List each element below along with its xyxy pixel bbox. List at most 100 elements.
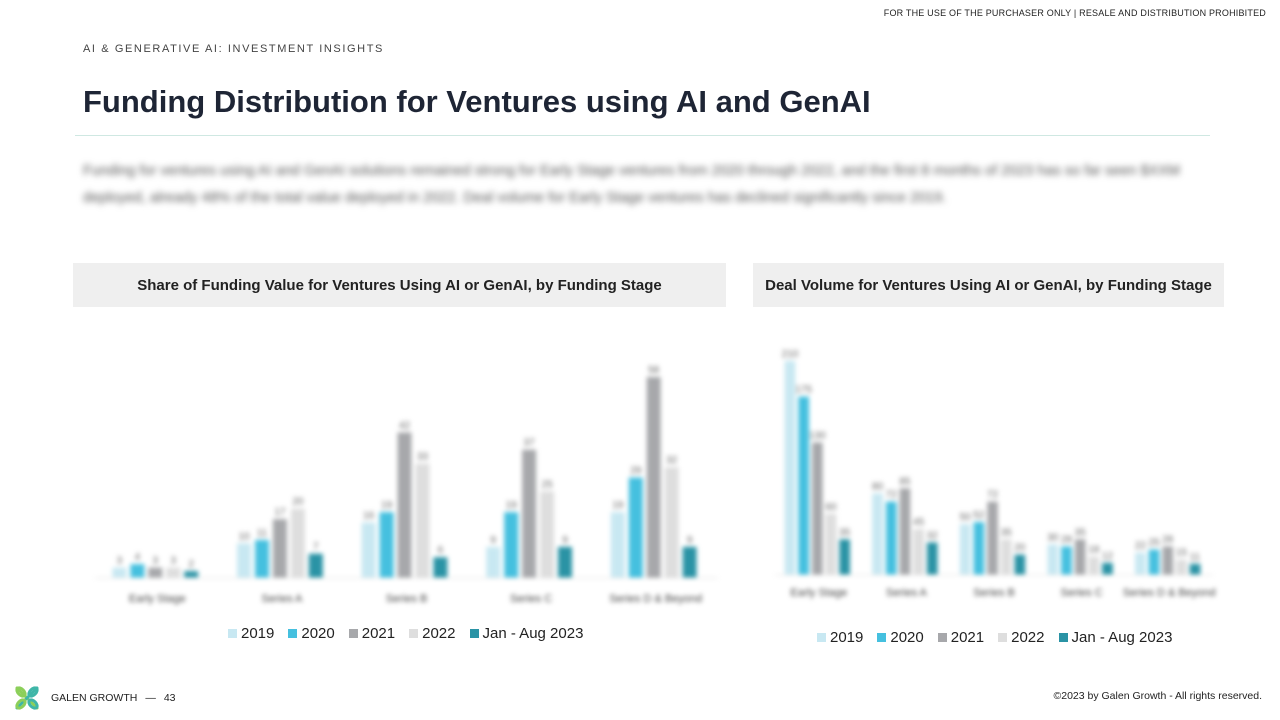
deal-volume-chart-legend: 2019 2020 2021 2022 Jan - Aug 2023	[817, 629, 1172, 646]
bar	[522, 449, 537, 578]
deal-volume-chart: 210 175 130 60 35 Early Stage 80 72 85 45 32 Series…	[753, 310, 1224, 622]
bar	[415, 463, 430, 578]
data-label: 130	[809, 430, 826, 441]
data-label: 6	[438, 545, 444, 556]
legend-item: 2019	[228, 625, 274, 642]
legend-swatch	[469, 629, 479, 638]
bar	[885, 501, 897, 575]
bar	[433, 557, 448, 578]
data-label: 4	[135, 552, 141, 563]
bar	[1102, 562, 1113, 575]
data-label: 60	[825, 502, 837, 513]
bar	[486, 546, 501, 578]
bar	[872, 493, 883, 575]
bar	[1047, 544, 1059, 575]
legend-label: 2019	[830, 629, 864, 646]
bar	[1061, 546, 1072, 575]
bar	[255, 539, 269, 578]
data-label: 19	[612, 500, 624, 511]
footer-separator: —	[145, 692, 156, 704]
bar	[798, 396, 809, 575]
bar	[913, 529, 924, 575]
legend-label: 2022	[1011, 629, 1045, 646]
bar	[361, 522, 376, 578]
bar	[504, 512, 519, 578]
bar	[184, 571, 199, 578]
copyright: ©2023 by Galen Growth - All rights reser…	[1053, 690, 1263, 702]
bar	[1162, 546, 1174, 575]
legend-label: Jan - Aug 2023	[482, 625, 584, 642]
data-label: 45	[913, 517, 925, 528]
bar	[1189, 563, 1201, 575]
legend-item: 2022	[998, 629, 1045, 646]
bar	[1000, 539, 1012, 575]
bar	[926, 542, 938, 575]
legend-item: 2022	[409, 625, 456, 642]
data-label: 28	[1162, 534, 1174, 545]
data-label: 72	[886, 490, 898, 501]
bar	[899, 488, 911, 575]
data-label: 25	[1148, 538, 1160, 549]
title-divider	[75, 135, 1210, 136]
data-label: 15	[1176, 548, 1188, 559]
category-tick-label: Series C	[1061, 587, 1103, 599]
bar	[540, 491, 555, 578]
data-label: 29	[630, 466, 642, 477]
bar	[148, 567, 163, 578]
category-tick-label: Series D & Beyond	[1123, 587, 1216, 599]
bar	[664, 467, 679, 578]
data-label: 16	[363, 511, 375, 522]
data-label: 19	[506, 500, 518, 511]
legend-item: Jan - Aug 2023	[469, 625, 584, 642]
data-label: 18	[1088, 545, 1100, 556]
legend-swatch	[288, 629, 298, 638]
data-label: 52	[973, 510, 985, 521]
data-label: 32	[927, 530, 939, 541]
bar	[112, 567, 127, 578]
bar	[290, 508, 305, 578]
category-tick-label: Series B	[386, 593, 428, 605]
bar	[1074, 539, 1086, 575]
data-label: 58	[648, 365, 660, 376]
deal-volume-chart-title: Deal Volume for Ventures Using AI or Gen…	[753, 263, 1224, 307]
legend-label: 2020	[890, 629, 924, 646]
data-label: 20	[1014, 543, 1026, 554]
data-label: 7	[313, 542, 319, 553]
legend-swatch	[228, 629, 237, 638]
data-label: 3	[117, 556, 123, 567]
legend-swatch	[877, 633, 887, 642]
legend-swatch	[348, 629, 358, 638]
bar	[784, 360, 796, 575]
legend-label: 2021	[361, 625, 396, 642]
bar	[825, 513, 837, 575]
bar	[558, 546, 572, 578]
legend-item: 2021	[348, 625, 396, 642]
category-tick-label: Series A	[886, 587, 928, 599]
legend-item: 2019	[817, 629, 863, 646]
category-tick-label: Series D & Beyond	[609, 593, 702, 605]
data-label: 80	[872, 481, 884, 492]
legend-swatch	[998, 633, 1008, 642]
data-label: 85	[899, 476, 911, 487]
data-label: 2	[188, 559, 194, 570]
data-label: 22	[1135, 541, 1147, 552]
data-label: 3	[153, 556, 159, 567]
data-label: 33	[417, 452, 429, 463]
data-label: 9	[562, 535, 568, 546]
bar	[646, 376, 661, 578]
data-label: 72	[987, 490, 999, 501]
data-label: 175	[795, 385, 812, 396]
legend-item: Jan - Aug 2023	[1058, 629, 1172, 646]
bar	[1088, 556, 1100, 575]
bar	[1014, 554, 1026, 575]
legend-item: 2020	[877, 629, 924, 646]
bar	[959, 524, 971, 575]
data-label: 32	[666, 455, 678, 466]
data-label: 10	[238, 531, 250, 542]
data-label: 12	[1102, 551, 1114, 562]
legend-label: 2022	[422, 625, 456, 642]
footer-company: GALEN GROWTH	[51, 692, 138, 704]
legend-label: 2021	[950, 629, 985, 646]
